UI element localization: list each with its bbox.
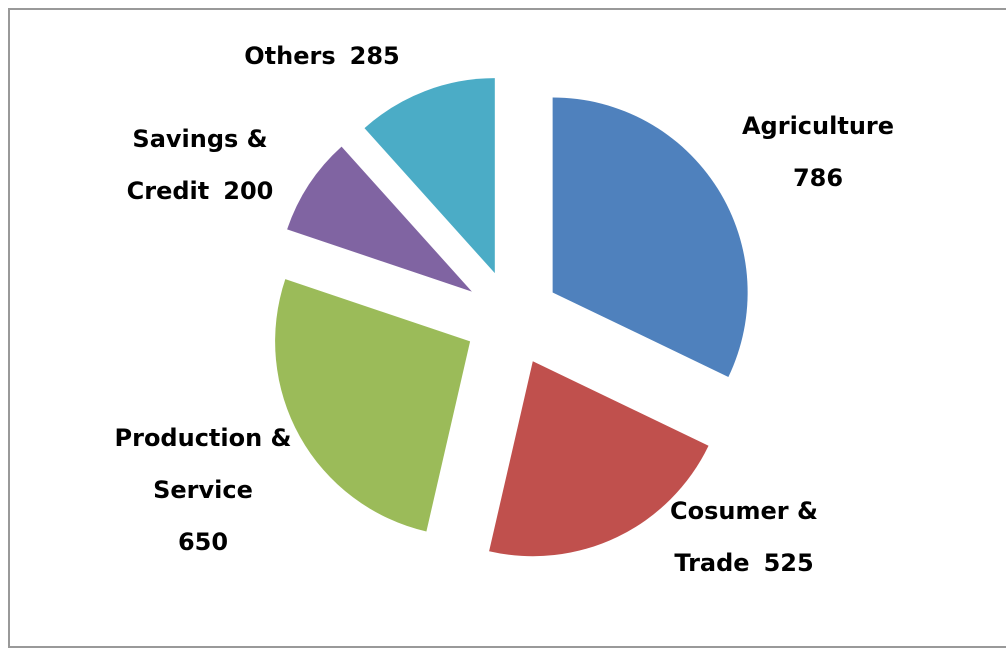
page: (() => { const data = JSON.parse(documen… — [8, 8, 1006, 648]
pie-slice — [275, 279, 471, 532]
label-category: Savings & Credit — [126, 125, 268, 205]
pie-slice — [287, 146, 472, 292]
label-category: Production & Service — [114, 424, 292, 504]
pie-slice — [489, 361, 709, 557]
label-value: 200 — [223, 177, 274, 205]
data-label: Agriculture 786 — [718, 100, 918, 204]
label-value: 650 — [177, 528, 229, 556]
data-label: Savings & Credit 200 — [105, 113, 295, 217]
pie-slice — [364, 78, 495, 274]
pie-slice — [552, 97, 748, 377]
label-category: Agriculture — [741, 112, 895, 140]
label-value: 525 — [763, 549, 814, 577]
data-label: Production & Service 650 — [113, 412, 293, 568]
data-label: Others 285 — [172, 30, 472, 82]
label-value: 285 — [349, 42, 400, 70]
label-category: Others — [244, 42, 336, 70]
label-category: Cosumer & Trade — [670, 497, 818, 577]
label-value: 786 — [792, 164, 844, 192]
data-label: Cosumer & Trade 525 — [644, 485, 844, 589]
chart — [275, 78, 748, 557]
